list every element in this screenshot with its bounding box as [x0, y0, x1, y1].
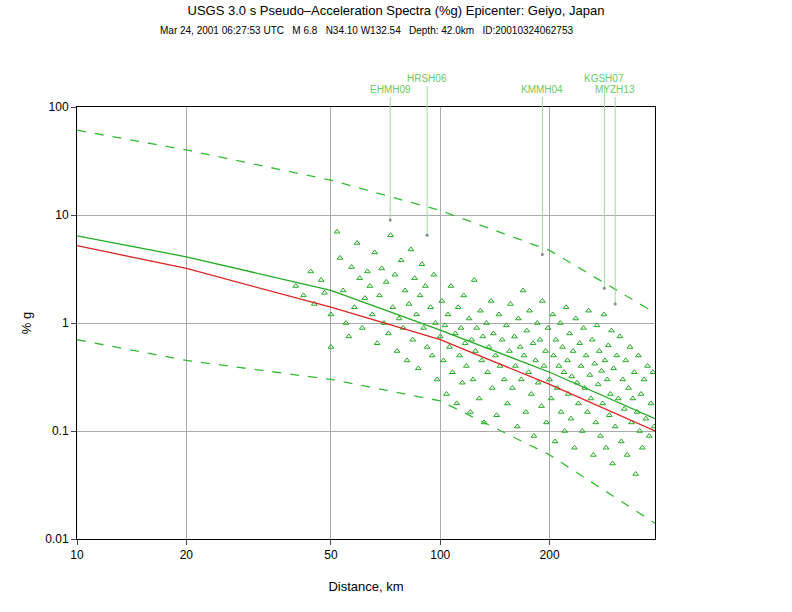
svg-text:100: 100 — [49, 100, 69, 114]
svg-text:KGSH07: KGSH07 — [584, 73, 624, 84]
svg-text:HRSH06: HRSH06 — [407, 73, 447, 84]
svg-text:Distance, km: Distance, km — [328, 579, 403, 594]
svg-text:0.01: 0.01 — [45, 532, 69, 546]
svg-text:KMMH04: KMMH04 — [521, 84, 563, 95]
svg-text:10: 10 — [70, 548, 84, 562]
svg-text:1: 1 — [62, 316, 69, 330]
svg-text:200: 200 — [540, 548, 560, 562]
svg-text:20: 20 — [180, 548, 194, 562]
svg-text:EHMH09: EHMH09 — [370, 84, 411, 95]
svg-text:% g: % g — [19, 312, 34, 334]
svg-text:50: 50 — [324, 548, 338, 562]
svg-text:100: 100 — [430, 548, 450, 562]
svg-text:MYZH13: MYZH13 — [595, 84, 635, 95]
svg-text:Mar 24, 2001 06:27:53 UTC M: Mar 24, 2001 06:27:53 UTC M 6.8 N34.10 W… — [160, 25, 573, 36]
svg-text:10: 10 — [55, 208, 69, 222]
svg-text:USGS 3.0 s Pseudo–Acceleration: USGS 3.0 s Pseudo–Acceleration Spectra (… — [188, 3, 605, 18]
svg-text:0.1: 0.1 — [52, 424, 69, 438]
